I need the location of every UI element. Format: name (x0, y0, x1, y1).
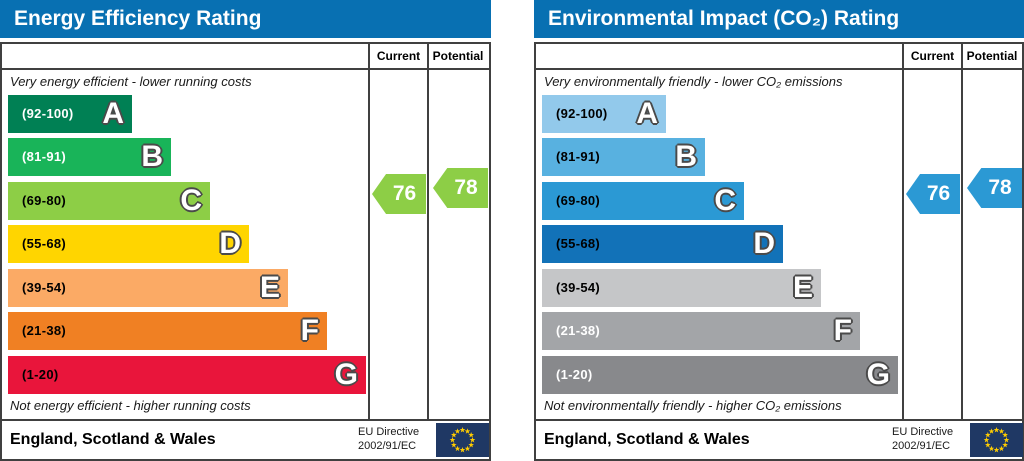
band-letter: F (300, 314, 319, 347)
current-column-divider (368, 44, 370, 419)
header-separator (536, 68, 1022, 70)
band-range-label: (81-91) (556, 149, 601, 164)
band-range-label: (55-68) (556, 236, 601, 251)
band-letter: A (636, 97, 658, 130)
band-letter: D (753, 227, 775, 260)
potential-column-divider (961, 44, 963, 419)
eu-directive-label: EU Directive 2002/91/EC (358, 425, 419, 453)
eu-directive-label: EU Directive 2002/91/EC (892, 425, 953, 453)
band-range-label: (69-80) (22, 193, 67, 208)
rating-band-e: (39-54) E (8, 269, 288, 307)
eu-flag-icon (970, 423, 1023, 457)
potential-column-divider (427, 44, 429, 419)
band-letter: A (102, 97, 124, 130)
band-letter: B (675, 140, 697, 173)
environmental-impact-chart: Environmental Impact (CO₂) Rating Curren… (534, 0, 1024, 461)
potential-column-header: Potential (432, 49, 484, 63)
rating-bands: (92-100) A (81-91) B (69-80) C (55-68) D (39-54)… (8, 95, 368, 397)
current-column-divider (902, 44, 904, 419)
eu-directive-line2: 2002/91/EC (358, 440, 417, 452)
rating-band-f: (21-38) F (8, 312, 327, 350)
header-separator (2, 68, 489, 70)
current-column-header: Current (910, 49, 955, 63)
rating-band-e: (39-54) E (542, 269, 821, 307)
band-letter: G (866, 358, 890, 391)
current-column-header: Current (376, 49, 421, 63)
band-range-label: (39-54) (556, 280, 601, 295)
band-letter: C (714, 184, 736, 217)
rating-band-b: (81-91) B (542, 138, 705, 176)
footer-separator (2, 419, 489, 421)
band-letter: G (334, 358, 358, 391)
band-letter: C (180, 184, 202, 217)
region-label: England, Scotland & Wales (544, 431, 750, 448)
current-rating-value: 76 (392, 182, 417, 205)
rating-band-c: (69-80) C (8, 182, 210, 220)
band-range-label: (55-68) (22, 236, 67, 251)
rating-band-a: (92-100) A (8, 95, 132, 133)
region-label: England, Scotland & Wales (10, 431, 216, 448)
top-caption: Very energy efficient - lower running co… (10, 74, 252, 89)
potential-rating-value: 78 (454, 176, 478, 199)
band-range-label: (92-100) (22, 106, 74, 121)
rating-band-b: (81-91) B (8, 138, 171, 176)
footer-separator (536, 419, 1022, 421)
band-range-label: (92-100) (556, 106, 608, 121)
potential-rating-value: 78 (988, 176, 1012, 199)
chart-frame (0, 42, 491, 461)
band-range-label: (21-38) (556, 323, 601, 338)
bottom-caption: Not energy efficient - higher running co… (10, 398, 251, 413)
band-range-label: (81-91) (22, 149, 67, 164)
band-range-label: (39-54) (22, 280, 67, 295)
chart-title: Energy Efficiency Rating (0, 0, 491, 38)
current-rating-value: 76 (926, 182, 951, 205)
bottom-caption: Not environmentally friendly - higher CO… (544, 398, 842, 413)
eu-flag-icon (436, 423, 489, 457)
eu-directive-line1: EU Directive (358, 426, 420, 438)
rating-band-c: (69-80) C (542, 182, 744, 220)
band-range-label: (69-80) (556, 193, 601, 208)
band-letter: E (792, 271, 813, 304)
band-letter: E (259, 271, 280, 304)
band-range-label: (1-20) (556, 367, 593, 382)
eu-directive-line1: EU Directive (892, 426, 954, 438)
rating-band-g: (1-20) G (542, 356, 898, 394)
chart-frame (534, 42, 1024, 461)
rating-band-a: (92-100) A (542, 95, 666, 133)
band-letter: B (141, 140, 163, 173)
band-range-label: (21-38) (22, 323, 67, 338)
rating-band-f: (21-38) F (542, 312, 860, 350)
eu-directive-line2: 2002/91/EC (892, 440, 951, 452)
potential-column-header: Potential (966, 49, 1018, 63)
energy-efficiency-chart: Energy Efficiency Rating Current Potenti… (0, 0, 491, 461)
band-letter: D (219, 227, 241, 260)
top-caption: Very environmentally friendly - lower CO… (544, 74, 843, 89)
rating-band-g: (1-20) G (8, 356, 366, 394)
band-range-label: (1-20) (22, 367, 59, 382)
chart-title: Environmental Impact (CO₂) Rating (534, 0, 1024, 38)
rating-band-d: (55-68) D (542, 225, 783, 263)
rating-band-d: (55-68) D (8, 225, 249, 263)
rating-bands: (92-100) A (81-91) B (69-80) C (55-68) D (39-54)… (542, 95, 902, 397)
band-letter: F (833, 314, 852, 347)
